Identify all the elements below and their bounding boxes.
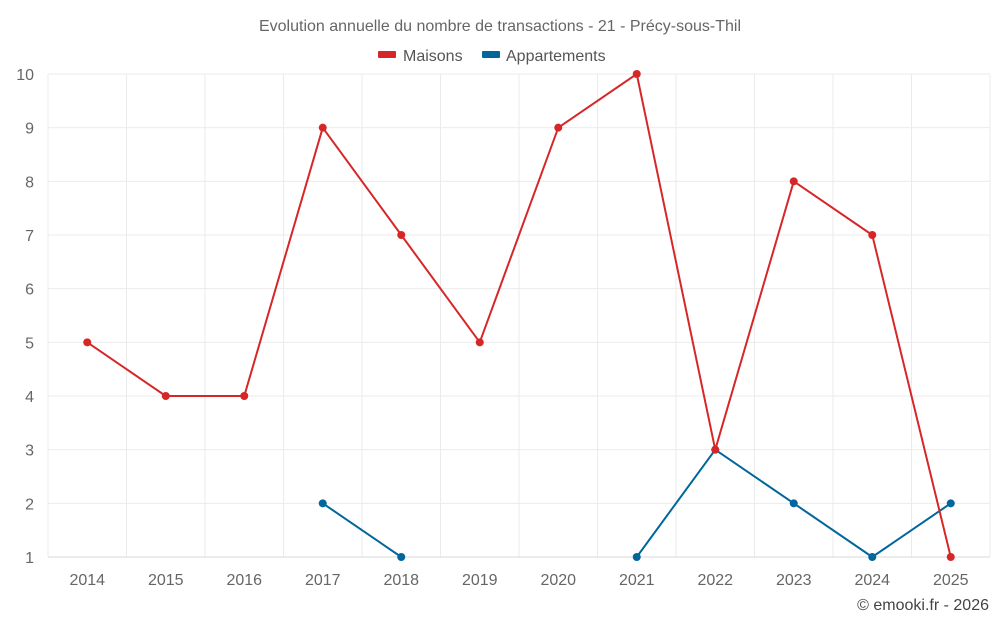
data-point-maisons-2024[interactable]: [868, 231, 877, 239]
data-point-maisons-2018[interactable]: [397, 231, 406, 239]
x-tick-label-2016: 2016: [226, 572, 262, 589]
x-tick-label-2015: 2015: [148, 572, 184, 589]
y-tick-label: 7: [25, 228, 34, 245]
data-point-maisons-2020[interactable]: [554, 123, 563, 132]
data-point-maisons-2014[interactable]: [83, 338, 92, 347]
x-tick-label-2018: 2018: [383, 572, 419, 589]
data-point-appartements-2024[interactable]: [868, 553, 877, 561]
y-tick-label: 6: [25, 282, 34, 299]
x-tick-label-2020: 2020: [540, 572, 576, 589]
data-point-maisons-2025[interactable]: [946, 553, 955, 561]
y-tick-label: 3: [25, 443, 34, 460]
chart-title: Evolution annuelle du nombre de transact…: [259, 18, 741, 35]
data-point-appartements-2023[interactable]: [789, 499, 798, 508]
x-tick-label-2014: 2014: [69, 572, 105, 589]
legend-swatch-maisons: [378, 51, 396, 58]
data-point-appartements-2021[interactable]: [632, 553, 641, 561]
x-tick-label-2019: 2019: [462, 572, 498, 589]
data-point-maisons-2023[interactable]: [789, 177, 798, 186]
y-tick-label: 9: [25, 121, 34, 138]
series-line-maisons: [86, 73, 952, 558]
data-point-maisons-2017[interactable]: [318, 123, 327, 132]
y-tick-label: 10: [16, 67, 34, 84]
plot-area: [83, 70, 955, 561]
y-tick-label: 2: [25, 496, 34, 513]
y-tick-label: 4: [25, 389, 34, 406]
data-point-appartements-2025[interactable]: [946, 499, 955, 508]
credit-text: © emooki.fr - 2026: [857, 597, 989, 614]
legend-item-appartements[interactable]: Appartements: [482, 48, 606, 65]
data-point-appartements-2018[interactable]: [397, 553, 406, 561]
y-tick-label: 8: [25, 174, 34, 191]
legend-item-maisons[interactable]: Maisons: [378, 48, 463, 65]
series-maisons: [83, 70, 955, 561]
series-line-appartements: [322, 502, 402, 558]
legend-label-maisons: Maisons: [403, 48, 463, 65]
x-tick-label-2021: 2021: [619, 572, 655, 589]
x-tick-label-2023: 2023: [776, 572, 812, 589]
x-axis: 2014 2015 2016 2017 2018 2019 2020 2021 2022 2023…: [48, 556, 990, 589]
legend-swatch-appartements: [482, 51, 500, 58]
x-tick-label-2025: 2025: [933, 572, 969, 589]
legend: Maisons Appartements: [378, 48, 606, 65]
data-point-maisons-2021[interactable]: [632, 70, 641, 78]
x-tick-label-2017: 2017: [305, 572, 341, 589]
y-tick-label: 1: [25, 550, 34, 567]
legend-label-appartements: Appartements: [506, 48, 606, 65]
data-point-maisons-2016[interactable]: [240, 392, 249, 400]
grid: [47, 73, 991, 557]
data-point-maisons-2019[interactable]: [475, 338, 484, 347]
y-axis: 1 2 3 4 5 6 7 8 9 10: [16, 67, 34, 567]
data-point-maisons-2015[interactable]: [161, 392, 170, 400]
y-tick-label: 5: [25, 335, 34, 352]
x-tick-label-2022: 2022: [697, 572, 733, 589]
x-tick-label-2024: 2024: [854, 572, 890, 589]
data-point-appartements-2017[interactable]: [318, 499, 327, 508]
data-point-maisons-2022[interactable]: [711, 445, 720, 454]
